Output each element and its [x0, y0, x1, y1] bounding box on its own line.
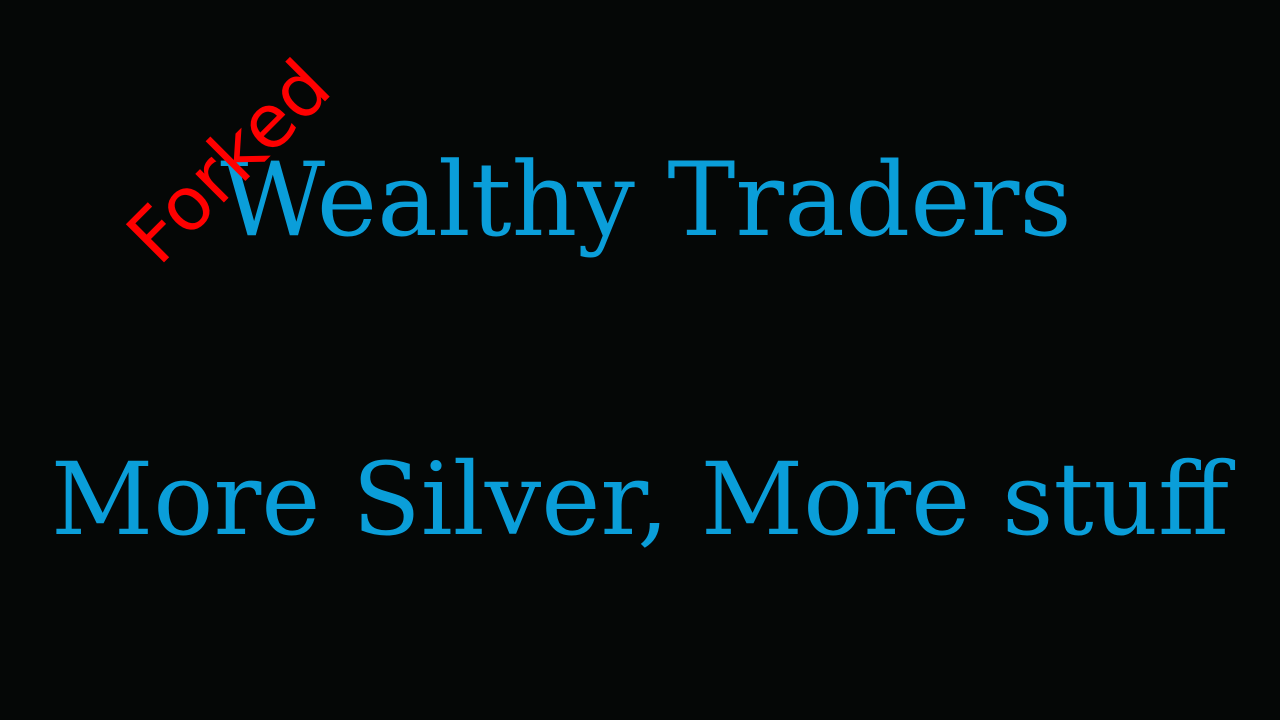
page-subtitle: More Silver, More stuff — [50, 441, 1230, 558]
page-title: Wealthy Traders — [220, 141, 1072, 260]
